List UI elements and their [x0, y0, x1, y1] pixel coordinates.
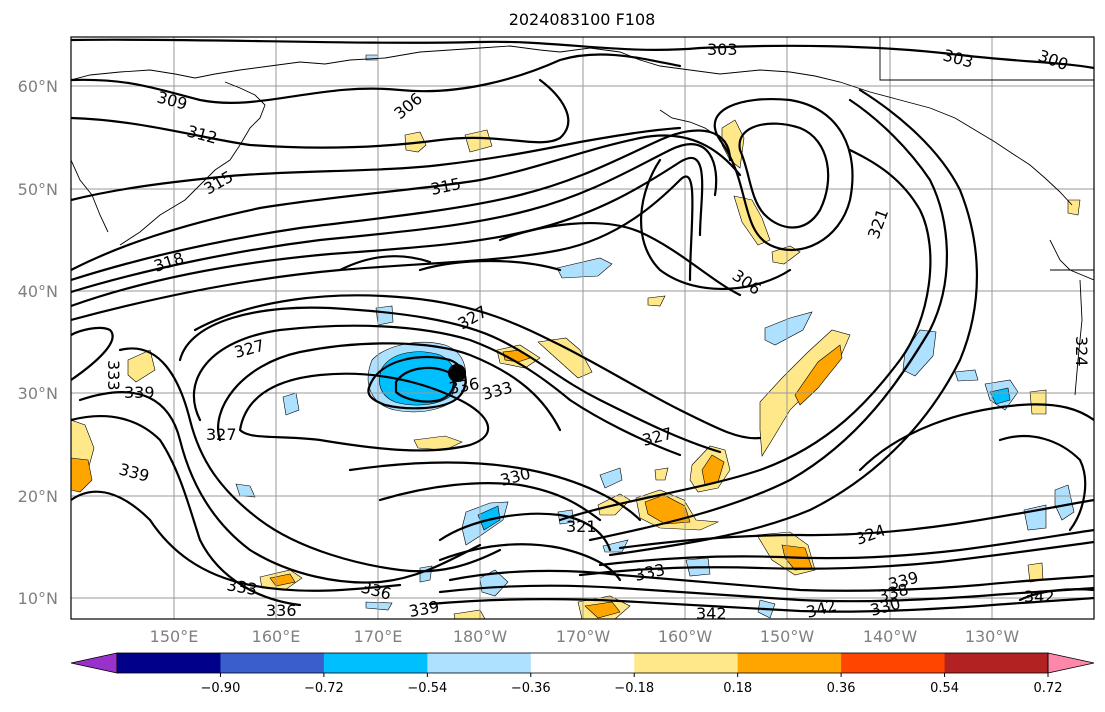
colorbar-segment [944, 653, 1049, 673]
contour-label: 321 [566, 517, 597, 536]
colorbar-segment [117, 653, 221, 673]
contour-label: 327 [206, 425, 237, 444]
lat-label: 10°N [18, 589, 58, 608]
contour-label: 342 [804, 596, 838, 622]
colorbar-segment [220, 653, 325, 673]
lon-label: 160°E [252, 627, 301, 646]
colorbar-tick-label: −0.18 [614, 681, 654, 696]
colorbar-segment [323, 653, 428, 673]
coastlines [71, 37, 1094, 396]
lon-label: 170°W [556, 627, 611, 646]
map-border [70, 36, 1095, 620]
storm-center-marker [448, 364, 466, 382]
colorbar-segment [427, 653, 532, 673]
longitude-labels: 150°E 160°E 170°E 180°W 170°W 160°W 150°… [150, 627, 1020, 646]
colorbar-tick-label: 0.72 [1034, 681, 1063, 696]
colorbar-tick-label: 0.36 [827, 681, 856, 696]
contour-label: 333 [104, 360, 123, 391]
contour-label: 339 [124, 383, 155, 402]
contour-label: 342 [696, 604, 727, 623]
lon-label: 150°E [150, 627, 199, 646]
colorbar-tick-label: 0.18 [723, 681, 752, 696]
lat-label: 30°N [18, 384, 58, 403]
colorbar-border [116, 652, 1049, 674]
contour-label: 339 [407, 597, 440, 621]
colorbar-segment [737, 653, 842, 673]
contour-lines [71, 38, 1094, 613]
colorbar-tick-label: −0.54 [407, 681, 447, 696]
lon-label: 150°W [760, 627, 815, 646]
lon-label: 160°W [658, 627, 713, 646]
lon-label: 180°W [453, 627, 508, 646]
lat-label: 20°N [18, 487, 58, 506]
lat-label: 60°N [18, 77, 58, 96]
contour-label: 324 [1072, 336, 1091, 367]
colorbar-tick-label: −0.90 [201, 681, 241, 696]
colorbar-segment [634, 653, 739, 673]
lon-label: 130°W [965, 627, 1020, 646]
colorbar-tick-label: −0.72 [304, 681, 344, 696]
contour-label: 336 [266, 601, 297, 620]
contour-label: 303 [707, 40, 738, 59]
colorbar-segment [841, 653, 946, 673]
map-title: 2024083100 F108 [509, 10, 656, 29]
colorbar-tick-label: −0.36 [511, 681, 551, 696]
colorbar-extend-low [70, 652, 118, 674]
contour-label: 342 [1024, 587, 1055, 606]
colorbar-segment [530, 653, 635, 673]
lat-label: 50°N [18, 180, 58, 199]
lat-label: 40°N [18, 282, 58, 301]
colorbar-extend-high [1047, 652, 1095, 674]
colorbar: −0.90 −0.72 −0.54 −0.36 −0.18 0.18 0.36 0.54 0.7… [70, 652, 1095, 696]
lon-label: 140°W [863, 627, 918, 646]
lon-label: 170°E [354, 627, 403, 646]
colorbar-tick-label: 0.54 [930, 681, 959, 696]
latitude-labels: 60°N 50°N 40°N 30°N 20°N 10°N [18, 77, 58, 608]
